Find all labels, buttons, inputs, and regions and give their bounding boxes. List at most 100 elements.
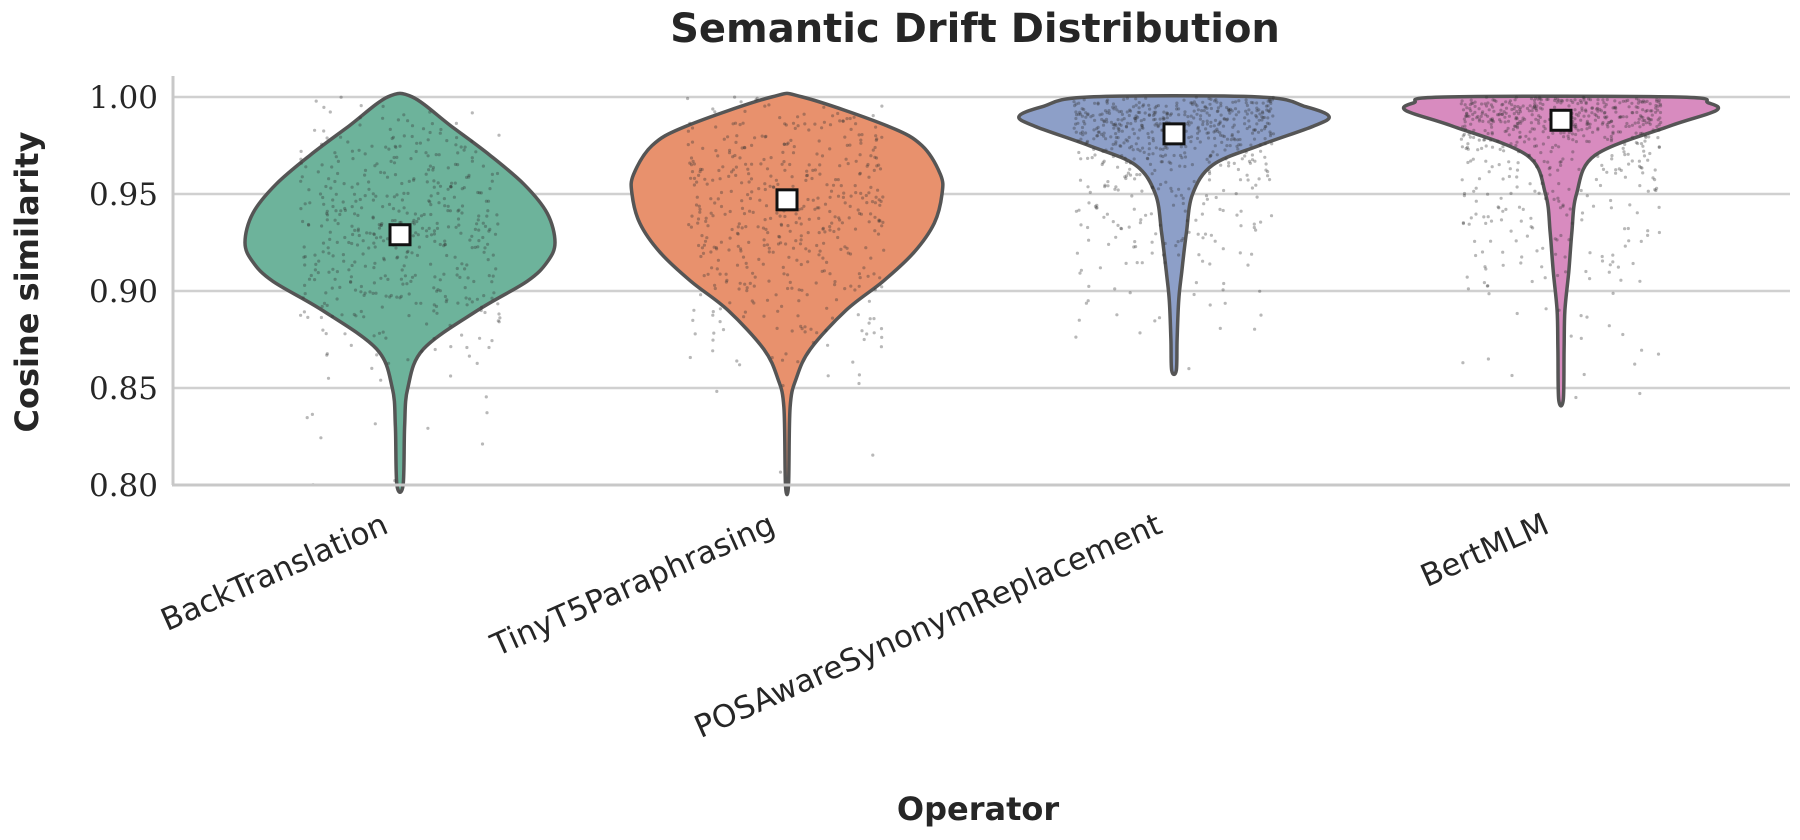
sample-point <box>745 289 749 293</box>
sample-point <box>1621 99 1625 103</box>
sample-point <box>1100 117 1104 122</box>
sample-point <box>407 314 411 318</box>
sample-point <box>1610 119 1614 123</box>
sample-point <box>1534 96 1538 100</box>
sample-point <box>854 122 858 126</box>
sample-point <box>851 360 855 364</box>
sample-point <box>1461 108 1466 112</box>
sample-point <box>1504 111 1508 115</box>
sample-point <box>334 155 338 159</box>
sample-point <box>879 199 883 203</box>
sample-point <box>330 165 334 169</box>
sample-point <box>711 313 715 317</box>
sample-point <box>1213 118 1218 122</box>
sample-point <box>1107 109 1111 113</box>
sample-point <box>1232 161 1236 165</box>
sample-point <box>1551 189 1555 193</box>
sample-point <box>833 215 837 219</box>
sample-point <box>837 227 841 231</box>
sample-point <box>1585 139 1589 143</box>
sample-point <box>698 210 702 214</box>
sample-point <box>1124 176 1128 181</box>
sample-point <box>1616 265 1620 269</box>
sample-point <box>346 140 350 144</box>
sample-point <box>1518 135 1523 139</box>
sample-point <box>857 211 862 216</box>
sample-point <box>1189 140 1193 144</box>
sample-point <box>1577 111 1581 115</box>
sample-point <box>488 227 492 231</box>
sample-point <box>1093 101 1097 105</box>
sample-point <box>1636 105 1640 110</box>
sample-point <box>428 164 432 168</box>
sample-point <box>1257 118 1261 122</box>
sample-point <box>1106 180 1110 184</box>
sample-point <box>1582 96 1586 100</box>
sample-point <box>1648 122 1652 126</box>
sample-point <box>302 255 306 259</box>
sample-point <box>449 345 453 349</box>
sample-point <box>1640 166 1644 170</box>
sample-point <box>392 155 396 160</box>
sample-point <box>1491 105 1495 109</box>
sample-point <box>1533 137 1537 141</box>
sample-point <box>1240 157 1244 161</box>
sample-point <box>1165 112 1169 116</box>
sample-point <box>1476 114 1480 119</box>
sample-point <box>324 184 328 189</box>
sample-point <box>1153 123 1157 127</box>
sample-point <box>460 262 464 266</box>
sample-point <box>380 222 384 226</box>
sample-point <box>1179 193 1183 197</box>
sample-point <box>1517 205 1522 209</box>
sample-point <box>1128 173 1133 177</box>
sample-point <box>365 231 369 235</box>
sample-point <box>1150 240 1154 244</box>
sample-point <box>1601 121 1605 125</box>
sample-point <box>1260 128 1264 132</box>
sample-point <box>848 204 852 208</box>
sample-point <box>483 246 487 250</box>
sample-point <box>1466 142 1470 146</box>
sample-point <box>1516 122 1520 126</box>
sample-point <box>790 329 794 333</box>
x-tick-labels: BackTranslation TinyT5ParaphrasingPOSAwar… <box>156 506 1555 745</box>
sample-point <box>687 223 691 227</box>
sample-point <box>1176 240 1180 244</box>
sample-point <box>1557 145 1561 149</box>
sample-point <box>1486 284 1490 288</box>
sample-point <box>1107 242 1111 246</box>
sample-point <box>1270 98 1274 102</box>
sample-point <box>1199 114 1203 118</box>
sample-point <box>1524 134 1528 138</box>
sample-point <box>1636 121 1640 125</box>
sample-point <box>1509 191 1513 195</box>
sample-point <box>442 272 446 276</box>
sample-point <box>375 353 379 357</box>
sample-point <box>1217 122 1221 127</box>
sample-point <box>1603 110 1607 115</box>
sample-point <box>859 212 864 216</box>
sample-point <box>1653 178 1657 182</box>
sample-point <box>372 334 376 338</box>
sample-point <box>1641 119 1645 123</box>
sample-point <box>1251 101 1255 105</box>
sample-point <box>1218 131 1222 135</box>
sample-point <box>1579 188 1583 193</box>
sample-point <box>1078 110 1082 114</box>
sample-point <box>1658 102 1662 106</box>
sample-point <box>1194 281 1198 285</box>
sample-point <box>828 195 832 199</box>
sample-point <box>1250 186 1254 190</box>
sample-point <box>1168 113 1172 117</box>
sample-point <box>1656 108 1660 112</box>
sample-point <box>1535 165 1539 169</box>
sample-point <box>1074 110 1078 114</box>
sample-point <box>815 243 819 248</box>
sample-point <box>372 232 376 237</box>
sample-point <box>1081 133 1085 137</box>
sample-point <box>1616 130 1620 134</box>
sample-point <box>1469 109 1473 113</box>
sample-point <box>1132 207 1136 211</box>
sample-point <box>1584 109 1588 113</box>
